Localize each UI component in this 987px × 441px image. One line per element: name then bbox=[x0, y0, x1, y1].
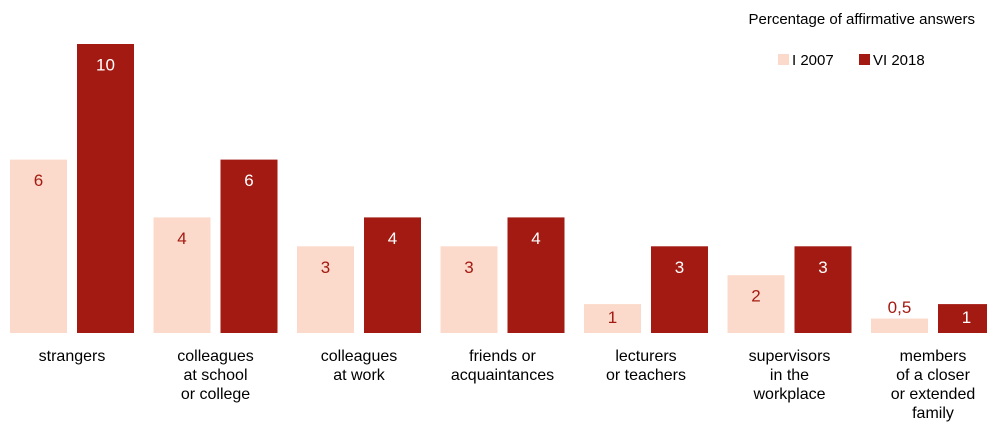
value-label: 6 bbox=[34, 171, 43, 190]
legend-label: I 2007 bbox=[792, 52, 834, 69]
x-tick-label: friends or acquaintances bbox=[450, 348, 555, 384]
chart-title: Percentage of affirmative answers bbox=[748, 11, 975, 28]
x-tick-label: strangers bbox=[38, 348, 106, 365]
value-label: 3 bbox=[675, 258, 684, 277]
value-label: 1 bbox=[608, 308, 617, 327]
bar bbox=[651, 246, 708, 333]
bar bbox=[507, 217, 565, 333]
value-label: 3 bbox=[464, 258, 473, 277]
value-label: 3 bbox=[818, 258, 827, 277]
value-label: 1 bbox=[962, 308, 971, 327]
value-label: 10 bbox=[96, 55, 115, 74]
value-label: 3 bbox=[321, 258, 330, 277]
value-label: 2 bbox=[751, 287, 760, 306]
bar bbox=[727, 275, 785, 333]
bar bbox=[871, 318, 928, 333]
x-tick-label: supervisors in the workplace bbox=[748, 348, 831, 403]
bar bbox=[440, 246, 498, 333]
legend-label: VI 2018 bbox=[873, 52, 925, 69]
bar bbox=[220, 159, 278, 333]
bar bbox=[364, 217, 421, 333]
legend-swatch bbox=[778, 54, 789, 65]
x-tick-label: lecturers or teachers bbox=[605, 348, 687, 384]
legend-swatch bbox=[859, 54, 870, 65]
x-tick-label: colleagues at work bbox=[320, 348, 398, 384]
bar bbox=[10, 159, 67, 333]
value-label: 6 bbox=[244, 171, 253, 190]
bar bbox=[77, 44, 134, 333]
bar bbox=[938, 304, 987, 333]
value-label: 4 bbox=[531, 229, 540, 248]
bar bbox=[794, 246, 852, 333]
bar bbox=[297, 246, 354, 333]
value-label: 0,5 bbox=[888, 298, 912, 317]
x-tick-label: colleagues at school or college bbox=[177, 348, 254, 403]
bar bbox=[584, 304, 641, 333]
bar bbox=[153, 217, 211, 333]
value-label: 4 bbox=[388, 229, 397, 248]
value-label: 4 bbox=[177, 229, 186, 248]
x-tick-label: members of a closer or extended family bbox=[890, 348, 976, 422]
